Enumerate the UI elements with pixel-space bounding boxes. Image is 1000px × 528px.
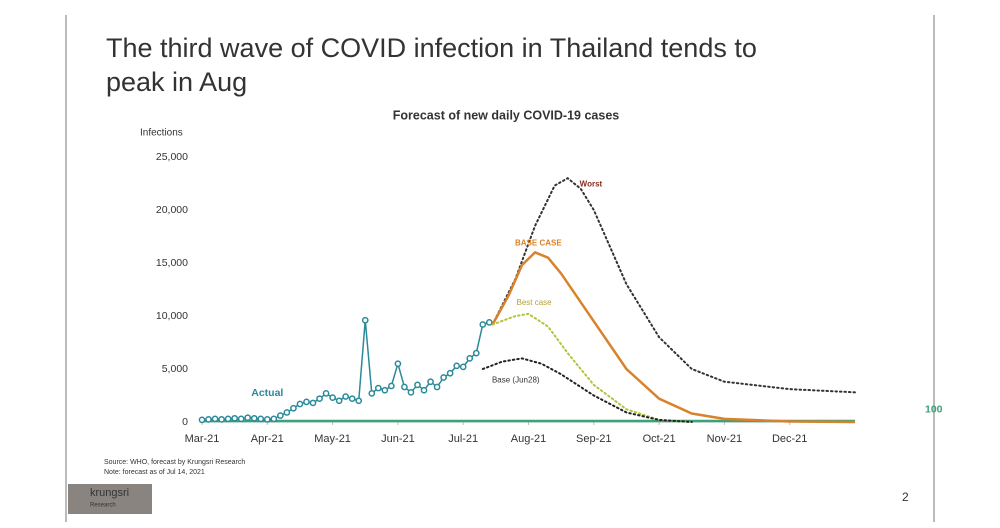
forecast-note: Note: forecast as of Jul 14, 2021 <box>104 469 205 476</box>
series-label: Worst <box>580 179 603 188</box>
data-point <box>342 393 350 400</box>
x-tick-label: Dec-21 <box>772 433 807 445</box>
data-point <box>335 397 343 405</box>
data-point <box>237 415 245 423</box>
data-point <box>198 416 206 424</box>
x-tick-label: Aug-21 <box>511 433 546 445</box>
data-point <box>427 378 434 386</box>
data-point <box>433 383 441 391</box>
x-tick-label: Jul-21 <box>448 433 478 445</box>
data-point <box>205 416 212 423</box>
data-point <box>420 386 428 394</box>
data-point <box>283 409 291 416</box>
y-tick-label: 15,000 <box>156 257 188 269</box>
data-point <box>485 319 493 326</box>
data-point <box>316 395 323 403</box>
data-point <box>361 316 369 324</box>
series-line <box>481 357 693 423</box>
slide-title-line: The third wave of COVID infection in Tha… <box>106 33 757 63</box>
logo-name: krungsri <box>90 487 129 499</box>
data-point <box>211 415 219 423</box>
data-point <box>244 414 252 422</box>
data-point <box>329 394 336 401</box>
data-point <box>440 374 447 381</box>
data-point <box>446 369 454 377</box>
x-tick-label: Nov-21 <box>707 433 742 445</box>
data-point <box>277 412 284 419</box>
series-label: Best case <box>517 298 553 307</box>
data-point <box>296 400 304 408</box>
x-tick-label: May-21 <box>314 433 351 445</box>
data-point <box>472 349 480 357</box>
data-point <box>218 416 225 423</box>
data-point <box>231 414 238 422</box>
x-tick-label: Mar-21 <box>185 433 220 445</box>
source-note: Source: WHO, forecast by Krungsri Resear… <box>104 459 245 466</box>
series-line <box>491 250 856 424</box>
data-point <box>270 415 278 423</box>
data-point <box>414 381 421 389</box>
data-point <box>224 415 232 423</box>
logo-box <box>68 484 152 514</box>
data-point <box>453 362 461 370</box>
series-label: Base (Jun28) <box>492 376 540 385</box>
series-line <box>491 176 856 394</box>
y-tick-label: 25,000 <box>156 151 188 163</box>
y-tick-label: 10,000 <box>156 310 188 322</box>
series-label: 100 <box>925 404 943 416</box>
x-tick-label: Oct-21 <box>643 433 676 445</box>
data-point <box>290 404 297 412</box>
data-point <box>257 415 265 423</box>
slide-title: The third wave of COVID infection in Tha… <box>106 33 757 97</box>
x-tick-label: Jun-21 <box>381 433 415 445</box>
data-point <box>401 383 408 391</box>
x-tick-label: Sep-21 <box>576 433 611 445</box>
data-point <box>250 414 258 422</box>
y-tick-label: 5,000 <box>162 363 188 375</box>
data-point <box>309 399 317 407</box>
chart-title: Forecast of new daily COVID-19 cases <box>393 108 620 122</box>
data-point <box>355 397 363 405</box>
series-label: Actual <box>251 387 283 399</box>
y-tick-label: 20,000 <box>156 204 188 216</box>
data-point <box>322 390 330 397</box>
data-point <box>368 390 376 397</box>
logo-sub: Research <box>90 503 116 509</box>
data-point <box>407 388 415 396</box>
data-point <box>459 363 467 371</box>
series-line <box>491 312 693 423</box>
data-point <box>394 360 402 368</box>
data-point <box>348 395 356 403</box>
x-tick-label: Apr-21 <box>251 433 284 445</box>
data-point <box>381 386 389 394</box>
data-point <box>479 321 487 328</box>
series-label: BASE CASE <box>515 239 562 248</box>
y-tick-label: 0 <box>182 416 188 428</box>
data-point <box>374 384 382 392</box>
data-point <box>388 382 395 390</box>
page-number: 2 <box>902 490 909 504</box>
y-axis-label: Infections <box>140 128 183 139</box>
data-point <box>263 416 271 423</box>
data-point <box>466 355 474 362</box>
slide-title-line: peak in Aug <box>106 67 247 97</box>
data-point <box>303 398 310 406</box>
